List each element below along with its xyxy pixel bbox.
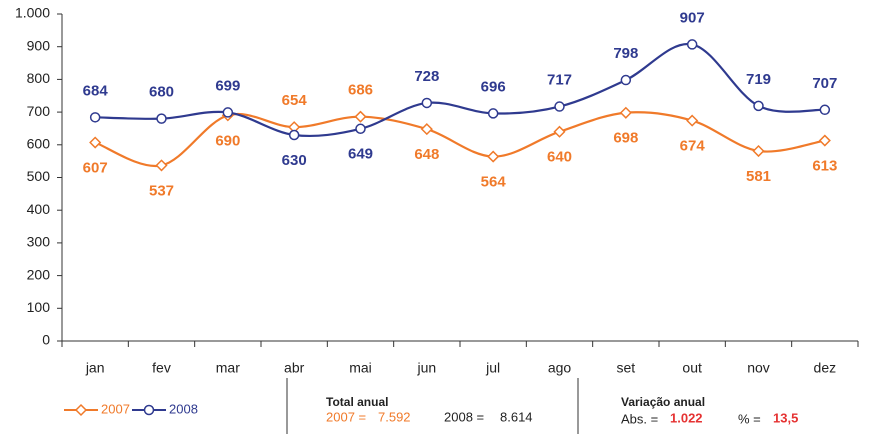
- series-line: [95, 42, 825, 138]
- data-point: [686, 39, 698, 50]
- data-label: 607: [83, 159, 108, 176]
- data-point: [487, 108, 499, 119]
- data-point: [89, 112, 101, 123]
- data-label: 728: [414, 68, 439, 85]
- x-tick-label: mar: [216, 360, 240, 376]
- data-label: 690: [215, 132, 240, 149]
- data-label: 630: [282, 152, 307, 169]
- data-label: 613: [812, 158, 837, 175]
- totals-title: Total anual: [326, 395, 388, 409]
- y-tick-label: 1.000: [15, 5, 50, 21]
- y-tick-label: 200: [27, 266, 51, 282]
- y-tick-label: 500: [27, 168, 51, 184]
- variation-label: Abs. =: [621, 411, 658, 426]
- data-label: 699: [215, 77, 240, 94]
- data-label: 581: [746, 168, 771, 185]
- data-label: 698: [613, 130, 638, 147]
- data-point: [554, 101, 565, 112]
- totals-label: 2008 =: [444, 409, 484, 424]
- totals-label: 2007 =: [326, 409, 366, 424]
- x-tick-label: out: [682, 360, 702, 376]
- x-tick-label: set: [616, 360, 635, 376]
- x-tick-label: jun: [416, 360, 436, 376]
- data-point: [620, 74, 632, 86]
- totals-value: 7.592: [378, 409, 411, 424]
- y-tick-label: 600: [27, 136, 51, 152]
- y-tick-label: 100: [27, 299, 51, 315]
- data-point: [420, 123, 433, 136]
- variation-value: 1.022: [670, 410, 703, 425]
- x-tick-label: dez: [814, 360, 837, 376]
- legend-marker: [143, 404, 155, 416]
- data-label: 707: [812, 75, 837, 92]
- data-label: 719: [746, 71, 771, 88]
- data-point: [818, 134, 831, 147]
- data-label: 686: [348, 82, 373, 99]
- variation-title: Variação anual: [621, 395, 705, 409]
- x-tick-label: jan: [85, 360, 105, 376]
- data-label: 537: [149, 182, 174, 199]
- data-label: 907: [680, 9, 705, 26]
- data-point: [619, 106, 632, 119]
- data-point: [553, 125, 566, 138]
- data-label: 674: [680, 138, 706, 155]
- data-point: [487, 150, 500, 163]
- y-tick-label: 300: [27, 234, 51, 250]
- data-point: [354, 110, 367, 123]
- data-point: [752, 144, 765, 158]
- x-tick-label: jul: [485, 360, 500, 376]
- x-tick-label: nov: [747, 360, 770, 376]
- data-label: 649: [348, 146, 373, 163]
- data-point: [89, 136, 102, 149]
- variation-value: 13,5: [773, 410, 798, 425]
- data-point: [819, 104, 831, 116]
- y-tick-label: 0: [42, 332, 50, 348]
- variation-label: % =: [738, 411, 761, 426]
- y-tick-label: 900: [27, 37, 51, 53]
- totals-value: 8.614: [500, 409, 533, 424]
- data-label: 680: [149, 84, 174, 101]
- data-point: [686, 114, 699, 127]
- data-label: 654: [282, 92, 308, 109]
- data-point: [156, 113, 167, 124]
- legend-label: 2007: [101, 401, 130, 416]
- data-point: [288, 129, 300, 141]
- y-tick-label: 700: [27, 103, 51, 119]
- data-label: 717: [547, 72, 572, 89]
- data-label: 798: [613, 45, 638, 62]
- x-tick-label: ago: [548, 360, 572, 376]
- data-label: 684: [83, 82, 109, 99]
- data-point: [355, 123, 366, 135]
- x-tick-label: fev: [152, 360, 171, 376]
- x-tick-label: abr: [284, 360, 305, 376]
- data-label: 640: [547, 149, 572, 166]
- legend-marker: [74, 403, 88, 417]
- series-line: [94, 111, 826, 168]
- data-point: [222, 107, 234, 118]
- y-tick-label: 400: [27, 201, 51, 217]
- x-tick-label: mai: [349, 360, 372, 376]
- y-tick-label: 800: [27, 70, 51, 86]
- data-label: 564: [481, 174, 507, 191]
- data-point: [421, 97, 433, 109]
- legend-label: 2008: [169, 401, 198, 416]
- data-label: 696: [481, 78, 506, 95]
- data-label: 648: [414, 146, 439, 163]
- data-point: [155, 159, 168, 172]
- data-point: [753, 100, 764, 112]
